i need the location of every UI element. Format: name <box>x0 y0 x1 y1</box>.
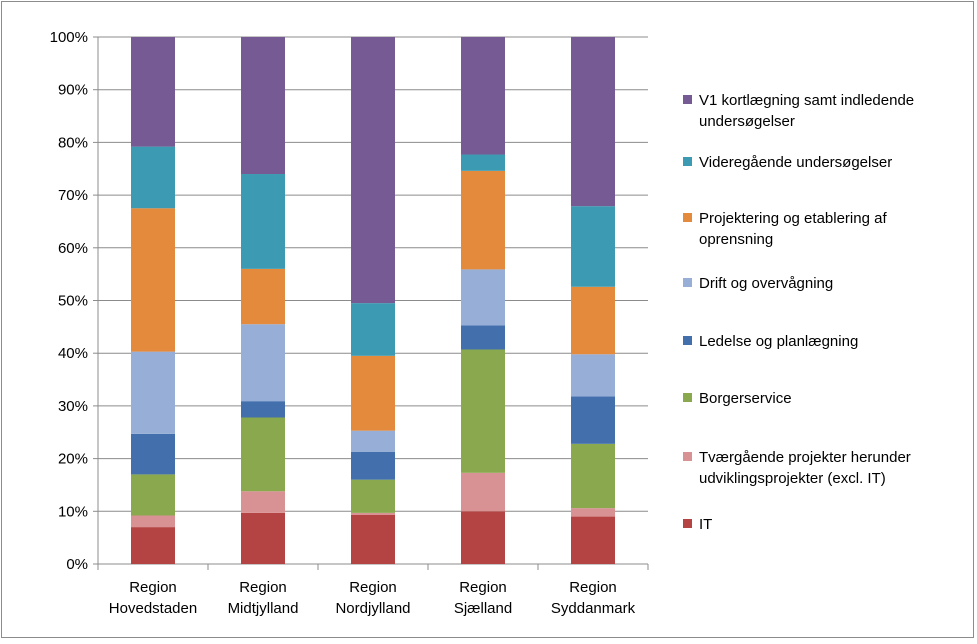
bar-segment <box>571 206 615 287</box>
bar-segment <box>351 430 395 452</box>
legend-label: Projektering og etablering af <box>699 210 887 227</box>
y-tick-label: 40% <box>58 345 88 362</box>
bar-segment <box>351 355 395 431</box>
bar-segment <box>461 472 505 512</box>
legend-swatch <box>683 95 692 104</box>
bar-segment <box>131 527 175 564</box>
bars <box>131 37 615 564</box>
bar-segment <box>351 37 395 304</box>
legend-label: udviklingsprojekter (excl. IT) <box>699 470 886 487</box>
bar-segment <box>461 170 505 270</box>
bar-segment <box>241 324 285 402</box>
x-tick-label: Midtjylland <box>228 600 299 617</box>
legend-label: oprensning <box>699 231 773 248</box>
legend-swatch <box>683 393 692 402</box>
x-tick-label: Region <box>239 579 287 596</box>
bar-segment <box>131 474 175 516</box>
bar-segment <box>571 396 615 444</box>
legend-swatch <box>683 519 692 528</box>
legend-label: Videregående undersøgelser <box>699 154 892 171</box>
bar-segment <box>351 479 395 513</box>
legend-label: undersøgelser <box>699 113 795 130</box>
legend-label: Ledelse og planlægning <box>699 333 858 350</box>
bar-segment <box>571 354 615 397</box>
bar-segment <box>571 443 615 509</box>
y-tick-label: 60% <box>58 240 88 257</box>
x-tick-label: Syddanmark <box>551 600 636 617</box>
legend-label: Tværgående projekter herunder <box>699 449 911 466</box>
legend: V1 kortlægning samt indledende undersøgel… <box>683 92 914 533</box>
x-tick-label: Region <box>349 579 397 596</box>
y-tick-label: 80% <box>58 134 88 151</box>
bar-segment <box>461 37 505 155</box>
bar-segment <box>571 516 615 564</box>
bar-segment <box>461 325 505 350</box>
y-tick-label: 90% <box>58 82 88 99</box>
axis-labels: 0% 10% 20% 30% 40% 50% 60% 70% 80% 90% 100% Region H… <box>50 29 636 617</box>
legend-label: V1 kortlægning samt indledende <box>699 92 914 109</box>
y-tick-label: 100% <box>50 29 88 46</box>
bar-segment <box>241 491 285 513</box>
bar-segment <box>131 515 175 528</box>
x-tick-label: Sjælland <box>454 600 512 617</box>
y-tick-label: 70% <box>58 187 88 204</box>
y-tick-label: 30% <box>58 398 88 415</box>
y-tick-label: 20% <box>58 451 88 468</box>
bar-segment <box>571 37 615 207</box>
bar-segment <box>461 154 505 171</box>
bar-segment <box>131 146 175 209</box>
bar-segment <box>461 269 505 326</box>
bar-segment <box>351 512 395 515</box>
legend-swatch <box>683 336 692 345</box>
x-tick-label: Nordjylland <box>335 600 410 617</box>
legend-swatch <box>683 452 692 461</box>
bar-segment <box>131 351 175 434</box>
bar-segment <box>351 514 395 564</box>
legend-swatch <box>683 157 692 166</box>
bar-segment <box>131 433 175 475</box>
y-tick-label: 50% <box>58 293 88 310</box>
bar-segment <box>131 208 175 352</box>
bar-segment <box>241 417 285 492</box>
bar-segment <box>571 286 615 355</box>
bar-segment <box>241 512 285 564</box>
bar-segment <box>571 508 615 517</box>
x-tick-label: Region <box>459 579 507 596</box>
bar-segment <box>241 174 285 269</box>
bar-segment <box>241 401 285 418</box>
legend-label: Drift og overvågning <box>699 275 833 292</box>
bar-segment <box>131 37 175 147</box>
y-tick-label: 0% <box>66 556 88 573</box>
x-tick-label: Hovedstaden <box>109 600 197 617</box>
bar-segment <box>461 349 505 473</box>
legend-label: IT <box>699 516 712 533</box>
bar-segment <box>241 268 285 325</box>
x-tick-label: Region <box>569 579 617 596</box>
bar-segment <box>351 451 395 480</box>
bar-segment <box>461 511 505 564</box>
legend-swatch <box>683 278 692 287</box>
bar-segment <box>241 37 285 175</box>
y-tick-label: 10% <box>58 503 88 520</box>
x-tick-label: Region <box>129 579 177 596</box>
bar-segment <box>351 303 395 356</box>
legend-label: Borgerservice <box>699 390 792 407</box>
legend-swatch <box>683 213 692 222</box>
